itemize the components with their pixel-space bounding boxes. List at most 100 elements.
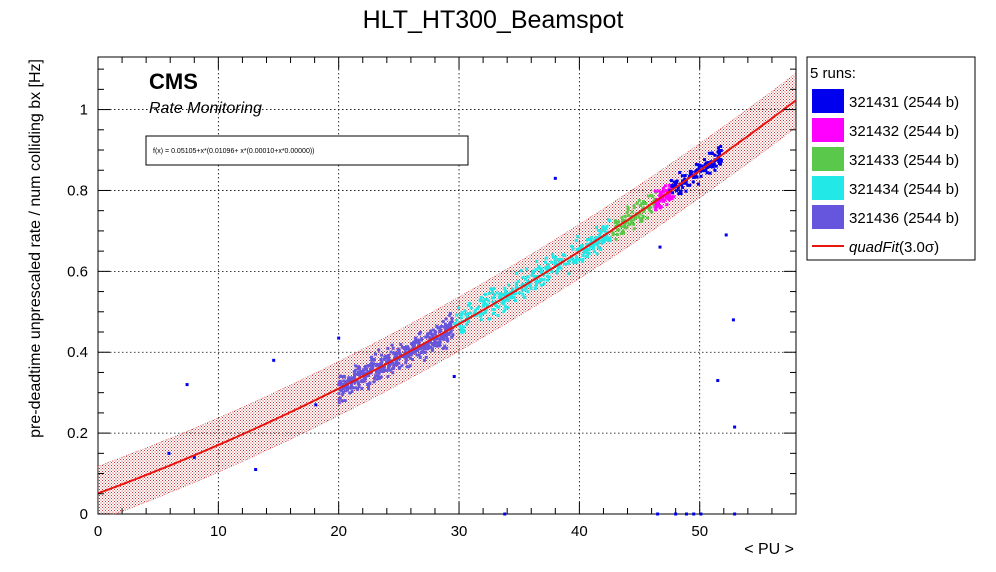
- data-point: [529, 287, 533, 291]
- outlier-point: [716, 379, 720, 383]
- data-point: [551, 255, 555, 259]
- data-point: [350, 378, 354, 382]
- y-axis-label: pre-deadtime unprescaled rate / num coll…: [27, 59, 44, 438]
- data-point: [620, 215, 624, 219]
- data-point: [397, 361, 401, 365]
- data-point: [400, 345, 404, 349]
- data-point: [641, 214, 645, 218]
- plot-frame-group: [97, 56, 797, 515]
- data-point: [570, 257, 574, 261]
- data-point: [507, 283, 511, 287]
- data-point: [364, 374, 368, 378]
- data-point: [464, 312, 468, 316]
- data-point: [707, 151, 711, 155]
- data-point: [510, 287, 514, 291]
- data-point: [621, 220, 625, 224]
- data-point: [654, 205, 658, 209]
- data-point: [709, 162, 713, 166]
- data-point: [397, 366, 401, 370]
- data-point: [662, 199, 666, 203]
- data-point: [588, 245, 592, 249]
- data-point: [502, 309, 506, 313]
- outlier-point: [185, 383, 189, 387]
- data-point: [437, 341, 440, 345]
- data-point: [621, 218, 625, 222]
- data-point: [598, 246, 602, 250]
- y-tick-label: 0: [80, 506, 88, 523]
- data-point: [601, 240, 605, 244]
- data-point: [460, 313, 464, 317]
- data-point: [492, 311, 496, 315]
- data-point: [474, 308, 478, 312]
- data-point: [437, 344, 441, 348]
- data-point: [387, 353, 391, 357]
- data-point: [361, 368, 365, 372]
- data-point: [374, 364, 378, 368]
- data-point: [581, 257, 585, 261]
- data-point: [704, 161, 708, 165]
- data-point: [687, 174, 691, 178]
- outlier-point: [452, 375, 456, 378]
- data-point: [546, 274, 550, 278]
- data-point: [367, 374, 371, 378]
- data-point: [430, 347, 434, 351]
- data-point: [389, 350, 393, 354]
- data-point: [376, 376, 380, 380]
- data-point: [408, 364, 412, 368]
- data-point: [426, 347, 430, 351]
- data-point: [402, 347, 406, 350]
- data-point: [646, 206, 650, 210]
- data-point: [494, 303, 498, 307]
- data-point: [439, 324, 443, 328]
- outlier-point: [192, 455, 196, 459]
- data-point: [360, 387, 364, 391]
- data-point: [392, 363, 396, 367]
- data-point: [515, 271, 519, 275]
- data-point: [457, 306, 461, 310]
- data-point: [632, 218, 636, 222]
- data-point: [560, 258, 564, 262]
- data-point: [374, 352, 378, 356]
- data-point: [368, 381, 372, 385]
- data-point: [679, 190, 683, 194]
- data-point: [385, 368, 389, 372]
- data-point: [435, 344, 439, 348]
- data-point: [434, 341, 438, 345]
- data-point: [530, 273, 534, 277]
- data-point: [372, 380, 376, 384]
- data-point: [536, 280, 540, 284]
- data-point: [513, 299, 517, 303]
- data-point: [381, 369, 385, 373]
- outlier-point: [254, 468, 258, 472]
- x-axis-label: < PU >: [744, 541, 794, 558]
- data-point: [479, 318, 483, 322]
- data-point: [459, 330, 463, 334]
- data-point: [504, 291, 508, 295]
- data-point: [391, 346, 395, 350]
- legend-fit-label: quadFit(3.0σ): [849, 239, 939, 256]
- data-point: [433, 332, 437, 336]
- data-point: [587, 248, 591, 252]
- data-point: [707, 165, 711, 169]
- data-point: [688, 183, 692, 187]
- data-point: [455, 313, 459, 317]
- data-point: [659, 205, 663, 209]
- data-point: [367, 384, 371, 388]
- data-point: [468, 302, 472, 305]
- data-point: [488, 317, 492, 321]
- data-point: [435, 324, 439, 328]
- data-point: [419, 346, 423, 350]
- data-point: [665, 203, 669, 207]
- data-point: [365, 382, 369, 386]
- data-point: [491, 307, 495, 311]
- data-point: [627, 213, 631, 217]
- data-point: [461, 325, 465, 329]
- data-point: [657, 203, 661, 207]
- data-point: [465, 315, 469, 319]
- data-point: [487, 291, 491, 295]
- data-point: [390, 343, 394, 347]
- data-point: [587, 251, 591, 255]
- data-point: [672, 180, 676, 184]
- data-point: [417, 340, 421, 344]
